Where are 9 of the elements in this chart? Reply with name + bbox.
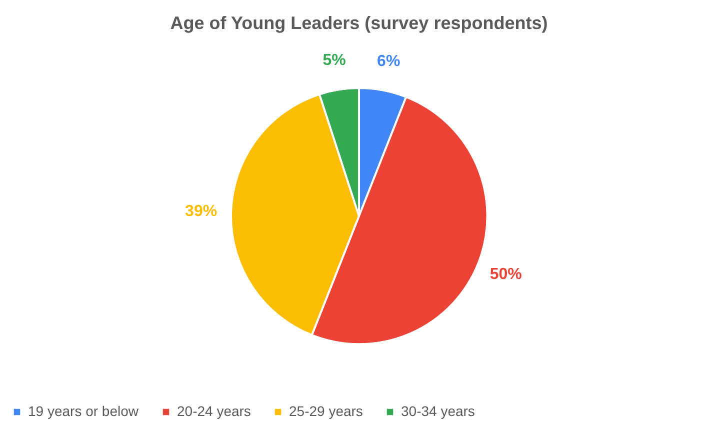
- data-label: 6%: [377, 52, 400, 70]
- legend-label: 25-29 years: [289, 403, 363, 419]
- chart-title: Age of Young Leaders (survey respondents): [170, 13, 548, 33]
- data-label: 5%: [322, 52, 346, 69]
- data-label: 39%: [185, 203, 218, 220]
- legend-label: 20-24 years: [177, 403, 251, 419]
- data-label: 50%: [490, 266, 522, 284]
- legend-label: 30-34 years: [401, 403, 475, 419]
- legend-label: 19 years or below: [28, 403, 140, 419]
